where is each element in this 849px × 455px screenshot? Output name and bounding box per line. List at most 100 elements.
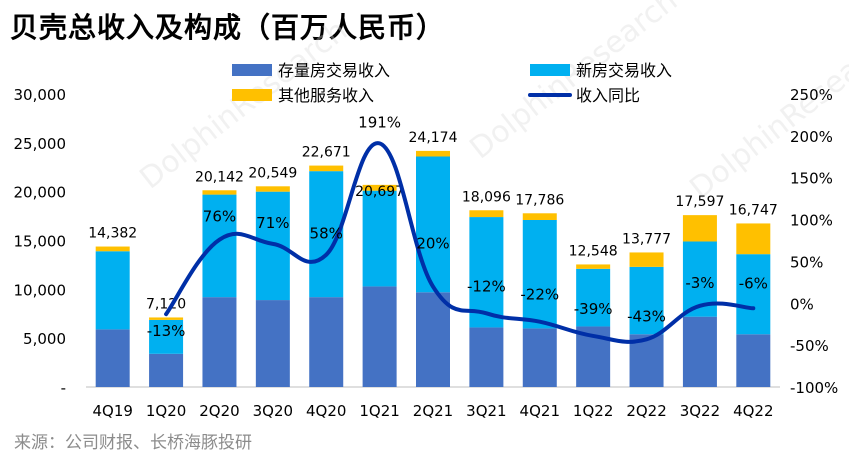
bar-segment [576,268,611,327]
x-tick-label: 2Q20 [199,402,239,420]
total-data-label: 24,174 [409,130,458,146]
total-data-label: 17,597 [675,194,724,210]
bar-segment [416,156,450,293]
x-tick-label: 3Q21 [466,402,506,420]
bar-segment [416,150,450,157]
x-tick-label: 4Q21 [520,402,560,420]
y-right-tick-label: 50% [790,253,823,271]
yoy-data-label: -12% [467,277,506,295]
bar-segment [95,251,130,330]
bar-segment [629,252,664,267]
x-tick-label: 4Q22 [733,402,773,420]
yoy-data-label: 76% [203,208,236,226]
bar-segment [149,319,184,354]
bar-segment [469,210,504,218]
x-tick-label: 1Q20 [146,402,186,420]
bar-segment [736,223,771,255]
x-tick-label: 3Q20 [253,402,293,420]
legend-existing-swatch [232,64,272,76]
x-tick-label: 4Q19 [92,402,132,420]
bar-segment [309,165,344,172]
bar-segment [522,328,557,387]
total-data-label: 20,549 [248,165,297,181]
y-left-tick-label: 15,000 [14,233,67,251]
y-left-tick-label: 5,000 [23,330,66,348]
yoy-data-label: -3% [685,274,714,292]
total-data-label: 14,382 [88,226,137,242]
total-data-label: 12,548 [569,243,618,259]
total-data-label: 17,786 [515,192,564,208]
x-tick-label: 2Q21 [413,402,453,420]
bar-segment [309,297,344,387]
x-tick-label: 4Q20 [306,402,346,420]
bar-segment [736,334,771,387]
x-tick-label: 3Q22 [680,402,720,420]
y-right-tick-label: 200% [790,128,833,146]
bar-segment [255,300,290,387]
y-left-tick-label: - [61,379,66,397]
bar-segment [149,317,184,320]
yoy-data-label: -6% [739,274,768,292]
y-right-tick-label: 150% [790,170,833,188]
yoy-data-label: -39% [574,300,613,318]
legend-new-label: 新房交易收入 [576,61,672,80]
total-data-label: 16,747 [729,202,778,218]
bar-segment [736,254,771,335]
total-data-label: 22,671 [302,145,351,161]
y-left-tick-label: 30,000 [14,86,67,104]
yoy-data-label: -43% [627,307,666,325]
bar-segment [362,184,397,191]
bar-segment [362,286,397,387]
x-tick-label: 1Q22 [573,402,613,420]
bar-segment [469,327,504,387]
yoy-line [164,141,756,344]
bar-segment [629,266,664,335]
bar-segment [682,215,717,242]
y-right-tick-label: 100% [790,212,833,230]
yoy-data-label: 71% [256,214,289,232]
bar-segment [202,194,237,298]
yoy-data-label: 58% [310,225,343,243]
bar-segment [255,191,290,301]
yoy-data-label: -22% [520,286,559,304]
total-data-label: 18,096 [462,189,511,205]
bar-segment [469,217,504,328]
y-right-tick-label: 0% [790,295,814,313]
bar-segment [522,213,557,220]
bar-segment [576,264,611,269]
legend-other-label: 其他服务收入 [278,86,374,105]
source-note: 来源：公司财报、长桥海豚投研 [14,433,252,453]
legend-new-swatch [530,64,570,76]
total-data-label: 20,142 [195,169,244,185]
y-right-tick-label: 250% [790,86,833,104]
bar-segment [416,292,450,387]
x-tick-label: 2Q22 [626,402,666,420]
bar-segment [202,297,237,387]
y-right-tick-label: -100% [790,379,838,397]
watermark-text: DolphinResearch [463,0,684,166]
legend-existing-label: 存量房交易收入 [278,61,390,80]
y-left-tick-label: 20,000 [14,184,67,202]
yoy-data-label: 191% [358,113,401,131]
y-left-tick-label: 10,000 [14,281,67,299]
chart-title: 贝壳总收入及构成（百万人民币） [10,11,446,44]
bar-segment [95,246,130,252]
bar-segment [522,219,557,329]
legend-yoy-label: 收入同比 [576,86,640,105]
x-tick-label: 1Q21 [359,402,399,420]
bar-segment [202,190,237,195]
yoy-data-label: -13% [147,322,186,340]
total-data-label: 20,697 [355,184,404,200]
yoy-data-label: 20% [416,235,449,253]
y-left-tick-label: 25,000 [14,135,67,153]
total-data-label: 7,120 [146,296,186,312]
bar-segment [682,316,717,387]
bar-segment [149,353,184,387]
bar-segment [95,329,130,387]
total-data-label: 13,777 [622,231,671,247]
legend-other-swatch [232,89,272,101]
bar-segment [362,190,397,287]
bar-segment [255,186,290,192]
